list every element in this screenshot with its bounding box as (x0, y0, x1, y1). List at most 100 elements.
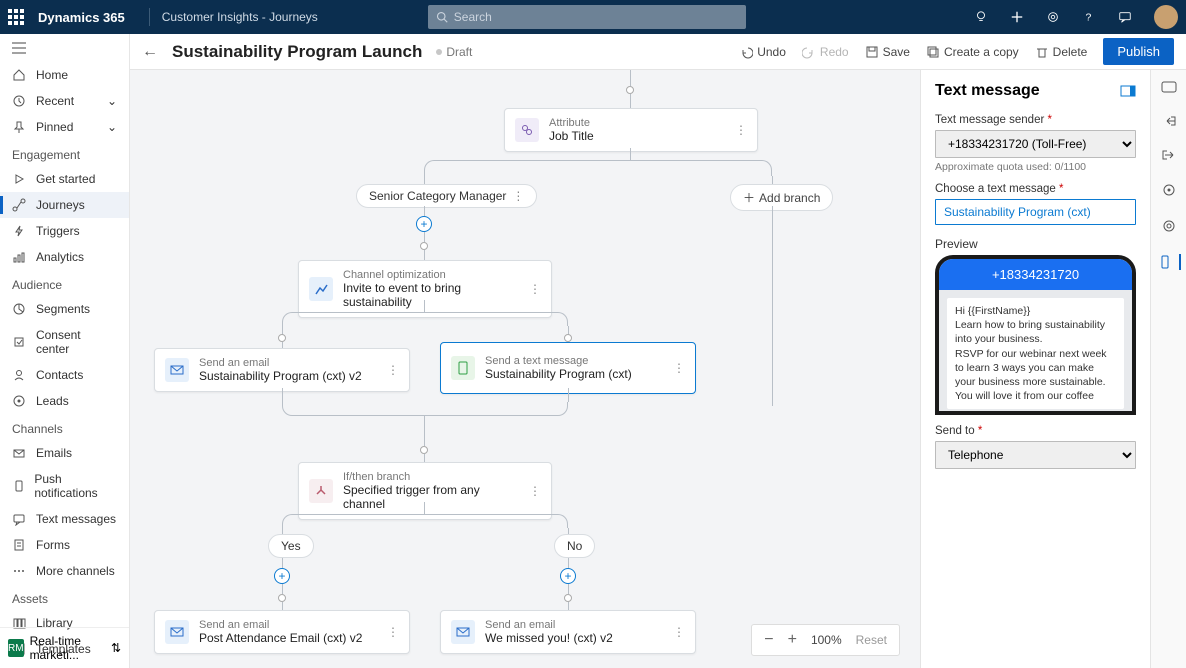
add-branch-button[interactable]: ＋Add branch (730, 184, 833, 211)
publish-button[interactable]: Publish (1103, 38, 1174, 65)
back-button[interactable]: ← (142, 43, 158, 61)
consent-icon (12, 335, 26, 349)
sender-label: Text message sender * (935, 114, 1136, 126)
phone-header: +18334231720 (939, 259, 1132, 290)
branch-no[interactable]: No (554, 534, 595, 558)
sendto-select[interactable]: Telephone (935, 441, 1136, 469)
gear-icon[interactable] (1046, 10, 1060, 24)
nav-consent[interactable]: Consent center (0, 322, 129, 362)
zoom-in-button[interactable]: + (788, 631, 797, 649)
node-menu-icon[interactable]: ⋮ (519, 282, 541, 296)
right-rail (1150, 70, 1186, 668)
page-title: Sustainability Program Launch (172, 42, 422, 62)
chart-icon (12, 250, 26, 264)
pin-icon (12, 120, 26, 134)
user-avatar[interactable] (1154, 5, 1178, 29)
choose-message-label: Choose a text message * (935, 183, 1136, 195)
mail-icon (165, 620, 189, 644)
node-channel-optimization[interactable]: Channel optimizationInvite to event to b… (298, 260, 552, 318)
nav-more-channels[interactable]: More channels (0, 558, 129, 584)
global-search[interactable]: Search (428, 5, 746, 29)
home-icon (12, 68, 26, 82)
rail-exit-icon[interactable] (1161, 148, 1177, 162)
add-step-button[interactable]: + (274, 568, 290, 584)
nav-emails[interactable]: Emails (0, 440, 129, 466)
nav-get-started[interactable]: Get started (0, 166, 129, 192)
node-menu-icon[interactable]: ⋮ (512, 189, 524, 203)
choose-message-input[interactable]: Sustainability Program (cxt) (935, 199, 1136, 225)
node-menu-icon[interactable]: ⋮ (377, 625, 399, 639)
nav-contacts[interactable]: Contacts (0, 362, 129, 388)
phone-icon (12, 479, 24, 493)
app-launcher-icon[interactable] (8, 9, 24, 25)
mail-icon (451, 620, 475, 644)
sender-select[interactable]: +18334231720 (Toll-Free) (935, 130, 1136, 158)
chevron-updown-icon: ⇅ (111, 641, 121, 655)
node-menu-icon[interactable]: ⋮ (725, 123, 747, 137)
node-if-then[interactable]: If/then branchSpecified trigger from any… (298, 462, 552, 520)
add-step-button[interactable]: + (560, 568, 576, 584)
node-send-email-1[interactable]: Send an emailSustainability Program (cxt… (154, 348, 410, 392)
lightbulb-icon[interactable] (974, 10, 988, 24)
node-email-no[interactable]: Send an emailWe missed you! (cxt) v2 ⋮ (440, 610, 696, 654)
panel-title: Text message (935, 82, 1040, 100)
expand-icon[interactable] (1120, 85, 1136, 97)
save-button[interactable]: Save (865, 45, 910, 59)
node-attribute[interactable]: AttributeJob Title ⋮ (504, 108, 758, 152)
zoom-out-button[interactable]: − (764, 631, 773, 649)
help-icon[interactable]: ? (1082, 10, 1096, 24)
node-menu-icon[interactable]: ⋮ (663, 625, 685, 639)
create-copy-button[interactable]: Create a copy (926, 45, 1019, 59)
plus-icon[interactable] (1010, 10, 1024, 24)
properties-panel: Text message Text message sender * +1833… (920, 70, 1150, 668)
nav-text-messages[interactable]: Text messages (0, 506, 129, 532)
nav-recent[interactable]: Recent⌄ (0, 88, 129, 114)
undo-button[interactable]: Undo (739, 45, 786, 59)
nav-leads[interactable]: Leads (0, 388, 129, 414)
rail-target-icon[interactable] (1161, 182, 1177, 198)
zoom-reset-button[interactable]: Reset (856, 633, 887, 647)
nav-section-channels: Channels (0, 414, 129, 440)
node-menu-icon[interactable]: ⋮ (377, 363, 399, 377)
rail-copilot-icon[interactable] (1161, 80, 1177, 94)
svg-text:?: ? (1086, 12, 1092, 24)
nav-segments[interactable]: Segments (0, 296, 129, 322)
person-icon (12, 368, 26, 382)
node-email-yes[interactable]: Send an emailPost Attendance Email (cxt)… (154, 610, 410, 654)
area-switcher[interactable]: RM Real-time marketi... ⇅ (0, 627, 129, 668)
chevron-down-icon: ⌄ (107, 120, 117, 134)
clock-icon (12, 94, 26, 108)
nav-push[interactable]: Push notifications (0, 466, 129, 506)
nav-collapse-icon[interactable] (0, 34, 129, 62)
rail-enter-icon[interactable] (1161, 114, 1177, 128)
branch-yes[interactable]: Yes (268, 534, 314, 558)
nav-journeys[interactable]: Journeys (0, 192, 129, 218)
branch-label[interactable]: Senior Category Manager⋮ (356, 184, 537, 208)
rail-device-icon[interactable] (1157, 254, 1181, 270)
segments-icon (12, 302, 26, 316)
redo-button[interactable]: Redo (802, 45, 849, 59)
leads-icon (12, 394, 26, 408)
preview-label: Preview (935, 237, 1136, 251)
rail-settings-icon[interactable] (1161, 218, 1177, 234)
zoom-level: 100% (811, 633, 842, 647)
nav-pinned[interactable]: Pinned⌄ (0, 114, 129, 140)
more-icon (12, 564, 26, 578)
delete-button[interactable]: Delete (1035, 45, 1088, 59)
attribute-icon (515, 118, 539, 142)
nav-section-engagement: Engagement (0, 140, 129, 166)
nav-home[interactable]: Home (0, 62, 129, 88)
chat-icon[interactable] (1118, 10, 1132, 24)
nav-analytics[interactable]: Analytics (0, 244, 129, 270)
node-send-text-message[interactable]: Send a text messageSustainability Progra… (440, 342, 696, 394)
search-icon (436, 11, 448, 23)
zoom-controls: − + 100% Reset (751, 624, 900, 656)
add-step-button[interactable]: + (416, 216, 432, 232)
nav-forms[interactable]: Forms (0, 532, 129, 558)
journey-canvas[interactable]: AttributeJob Title ⋮ Senior Category Man… (130, 70, 920, 668)
node-menu-icon[interactable]: ⋮ (663, 361, 685, 375)
node-menu-icon[interactable]: ⋮ (519, 484, 541, 498)
nav-triggers[interactable]: Triggers (0, 218, 129, 244)
mail-icon (165, 358, 189, 382)
branch-icon (309, 479, 333, 503)
